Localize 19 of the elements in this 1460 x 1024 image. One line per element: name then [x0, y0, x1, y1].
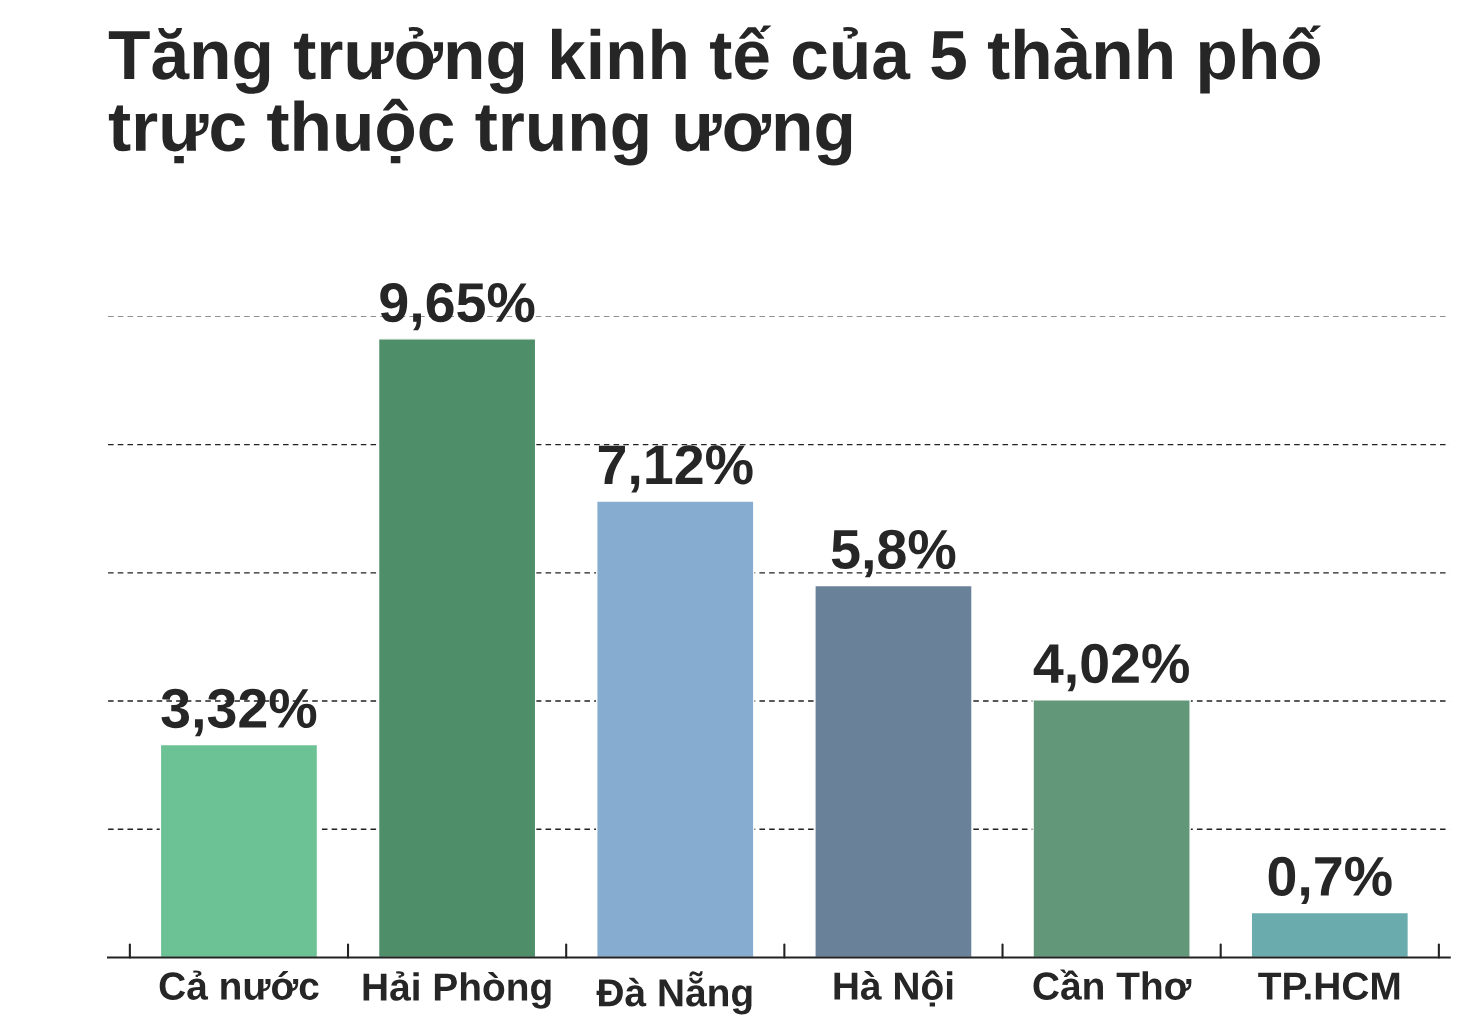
bar: [377, 338, 537, 958]
x-tick-label: Cả nước: [159, 970, 319, 1000]
bar: [1250, 911, 1410, 958]
bar: [1032, 699, 1191, 958]
data-label: 4,02%: [1033, 643, 1189, 692]
bar: [596, 500, 755, 958]
x-tick-label: Đà Nẵng: [596, 971, 752, 1015]
data-label: 5,8%: [831, 529, 956, 578]
data-label: 0,7%: [1268, 856, 1392, 905]
bar: [159, 743, 319, 958]
data-label: 9,65%: [380, 282, 535, 331]
data-label: 3,32%: [161, 688, 317, 737]
x-tick-label: Hải Phòng: [363, 971, 551, 1009]
bar: [814, 584, 973, 958]
x-tick-label: Hà Nội: [834, 970, 953, 1007]
x-tick-label: Cần Thơ: [1033, 969, 1192, 1000]
chart-title: Tăng trưởng kinh tế của 5 thành phố trực thuộc trung ương: [108, 25, 1321, 166]
x-tick-label: TP.HCM: [1258, 972, 1400, 1000]
data-label: 7,12%: [598, 445, 753, 493]
